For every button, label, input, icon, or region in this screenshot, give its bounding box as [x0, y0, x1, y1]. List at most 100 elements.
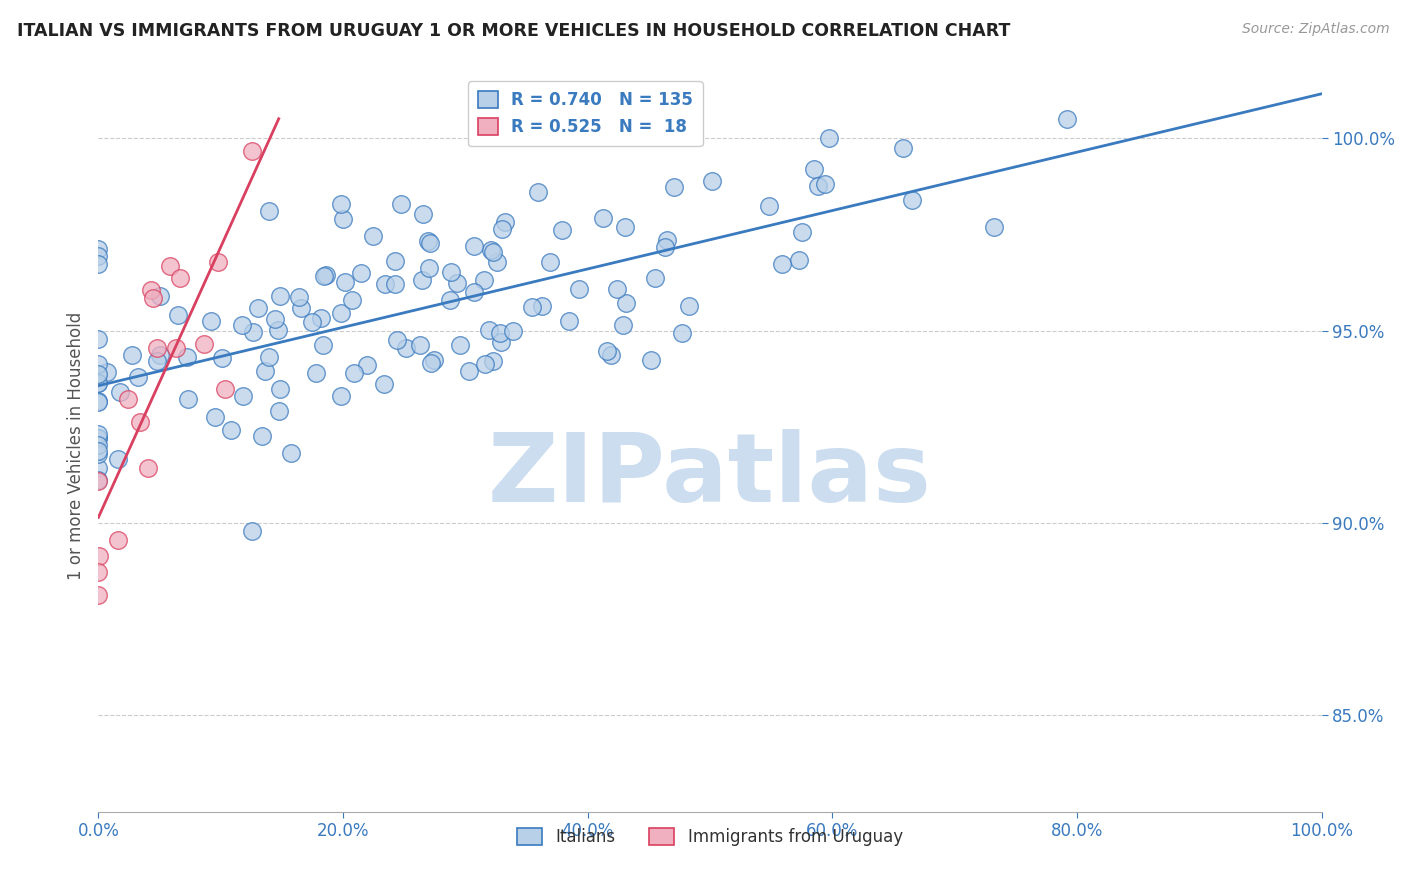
Point: [361, 228, 384, 243]
Point: [489, 326, 512, 340]
Point: [87, 395, 110, 409]
Point: [385, 333, 408, 347]
Point: [332, 212, 354, 227]
Point: [463, 285, 485, 300]
Point: [290, 301, 312, 316]
Point: [655, 233, 678, 247]
Point: [423, 352, 446, 367]
Point: [219, 423, 242, 437]
Point: [159, 259, 181, 273]
Point: [411, 273, 433, 287]
Point: [640, 353, 662, 368]
Point: [87, 367, 110, 381]
Point: [330, 197, 353, 211]
Point: [531, 299, 554, 313]
Point: [446, 276, 468, 290]
Point: [558, 314, 581, 328]
Point: [474, 357, 496, 371]
Point: [87, 443, 110, 458]
Point: [312, 268, 335, 283]
Point: [592, 211, 614, 225]
Point: [146, 354, 169, 368]
Point: [478, 323, 501, 337]
Point: [491, 334, 513, 349]
Point: [384, 254, 406, 268]
Point: [409, 337, 432, 351]
Point: [87, 368, 110, 382]
Point: [389, 197, 412, 211]
Point: [595, 343, 617, 358]
Point: [814, 177, 837, 191]
Point: [606, 282, 628, 296]
Point: [246, 301, 269, 315]
Point: [280, 446, 302, 460]
Point: [269, 289, 291, 303]
Point: [449, 337, 471, 351]
Point: [287, 290, 309, 304]
Point: [146, 341, 169, 355]
Point: [301, 315, 323, 329]
Point: [253, 364, 276, 378]
Point: [87, 473, 110, 487]
Point: [267, 404, 290, 418]
Point: [87, 394, 110, 409]
Point: [305, 366, 328, 380]
Point: [458, 364, 481, 378]
Point: [440, 264, 463, 278]
Point: [87, 566, 110, 580]
Text: ZIPatlas: ZIPatlas: [488, 429, 932, 522]
Point: [700, 174, 723, 188]
Point: [107, 533, 129, 547]
Point: [502, 324, 524, 338]
Point: [87, 588, 110, 602]
Point: [420, 356, 443, 370]
Point: [211, 351, 233, 365]
Point: [644, 271, 666, 285]
Text: ITALIAN VS IMMIGRANTS FROM URUGUAY 1 OR MORE VEHICLES IN HOUSEHOLD CORRELATION C: ITALIAN VS IMMIGRANTS FROM URUGUAY 1 OR …: [17, 22, 1011, 40]
Point: [148, 289, 170, 303]
Point: [901, 193, 924, 207]
Point: [129, 415, 152, 429]
Point: [567, 282, 589, 296]
Point: [599, 348, 621, 362]
Point: [309, 311, 332, 326]
Point: [87, 242, 110, 256]
Point: [342, 293, 364, 308]
Point: [312, 338, 335, 352]
Point: [177, 392, 200, 407]
Point: [482, 354, 505, 368]
Point: [87, 437, 110, 451]
Legend: Italians, Immigrants from Uruguay: Italians, Immigrants from Uruguay: [509, 820, 911, 855]
Point: [481, 244, 503, 258]
Point: [142, 291, 165, 305]
Point: [87, 376, 110, 390]
Point: [527, 185, 550, 199]
Point: [343, 366, 366, 380]
Point: [169, 271, 191, 285]
Point: [485, 255, 508, 269]
Point: [165, 341, 187, 355]
Point: [267, 323, 290, 337]
Point: [87, 447, 110, 461]
Point: [269, 382, 291, 396]
Point: [231, 318, 253, 333]
Point: [787, 253, 810, 268]
Point: [214, 382, 236, 396]
Point: [87, 332, 110, 346]
Point: [87, 376, 110, 390]
Point: [107, 452, 129, 467]
Point: [551, 223, 574, 237]
Point: [333, 275, 356, 289]
Point: [350, 266, 373, 280]
Point: [167, 308, 190, 322]
Point: [89, 549, 111, 564]
Point: [758, 199, 780, 213]
Point: [149, 348, 172, 362]
Point: [330, 306, 353, 320]
Point: [207, 255, 229, 269]
Y-axis label: 1 or more Vehicles in Household: 1 or more Vehicles in Household: [66, 312, 84, 580]
Point: [384, 277, 406, 292]
Point: [87, 357, 110, 371]
Point: [315, 268, 337, 282]
Point: [87, 432, 110, 446]
